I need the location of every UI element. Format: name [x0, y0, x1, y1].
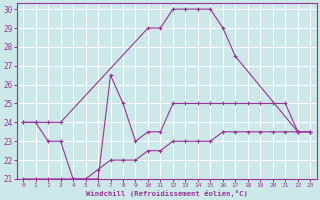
X-axis label: Windchill (Refroidissement éolien,°C): Windchill (Refroidissement éolien,°C)	[86, 190, 248, 197]
